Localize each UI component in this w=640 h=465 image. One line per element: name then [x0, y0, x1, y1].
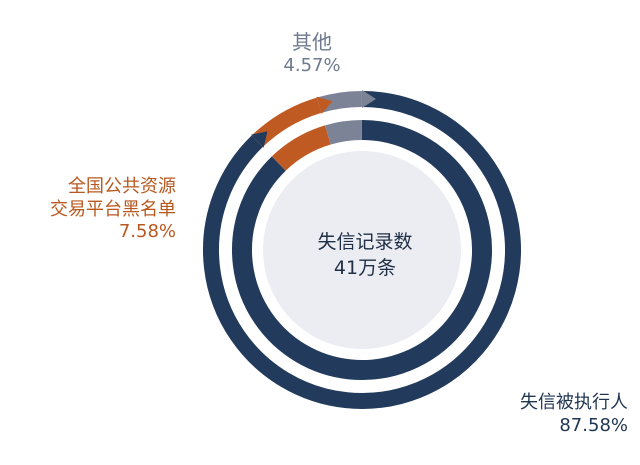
inner-slice-1 [271, 125, 331, 171]
center-disc [263, 151, 461, 349]
slice-name: 其他 [292, 30, 332, 54]
inner-ring [232, 120, 492, 380]
slice-percent: 4.57% [283, 55, 341, 76]
slice-pointer-0 [251, 131, 268, 148]
slice-name-line: 全国公共资源 [68, 176, 176, 197]
inner-slice-2 [325, 120, 363, 145]
center-label: 失信记录数 [317, 231, 413, 253]
slice-label-executed: 失信被执行人 87.58% [478, 392, 628, 437]
center-value: 41万条 [333, 256, 397, 279]
slice-label-other: 其他 4.57% [272, 30, 352, 78]
center-label-block: 失信记录数 41万条 [290, 230, 440, 281]
slice-name: 失信被执行人 [520, 392, 628, 413]
slice-pointer-1 [316, 96, 333, 114]
slice-pointer-2 [362, 90, 376, 108]
slice-percent: 87.58% [559, 414, 628, 436]
inner-slice-0 [232, 120, 492, 380]
slice-pointers [251, 90, 376, 148]
outer-slice-0 [203, 91, 521, 409]
slice-percent: 7.58% [118, 221, 176, 242]
slice-name-line: 交易平台黑名单 [50, 198, 176, 220]
slice-label-blacklist: 全国公共资源 交易平台黑名单 7.58% [18, 176, 176, 244]
